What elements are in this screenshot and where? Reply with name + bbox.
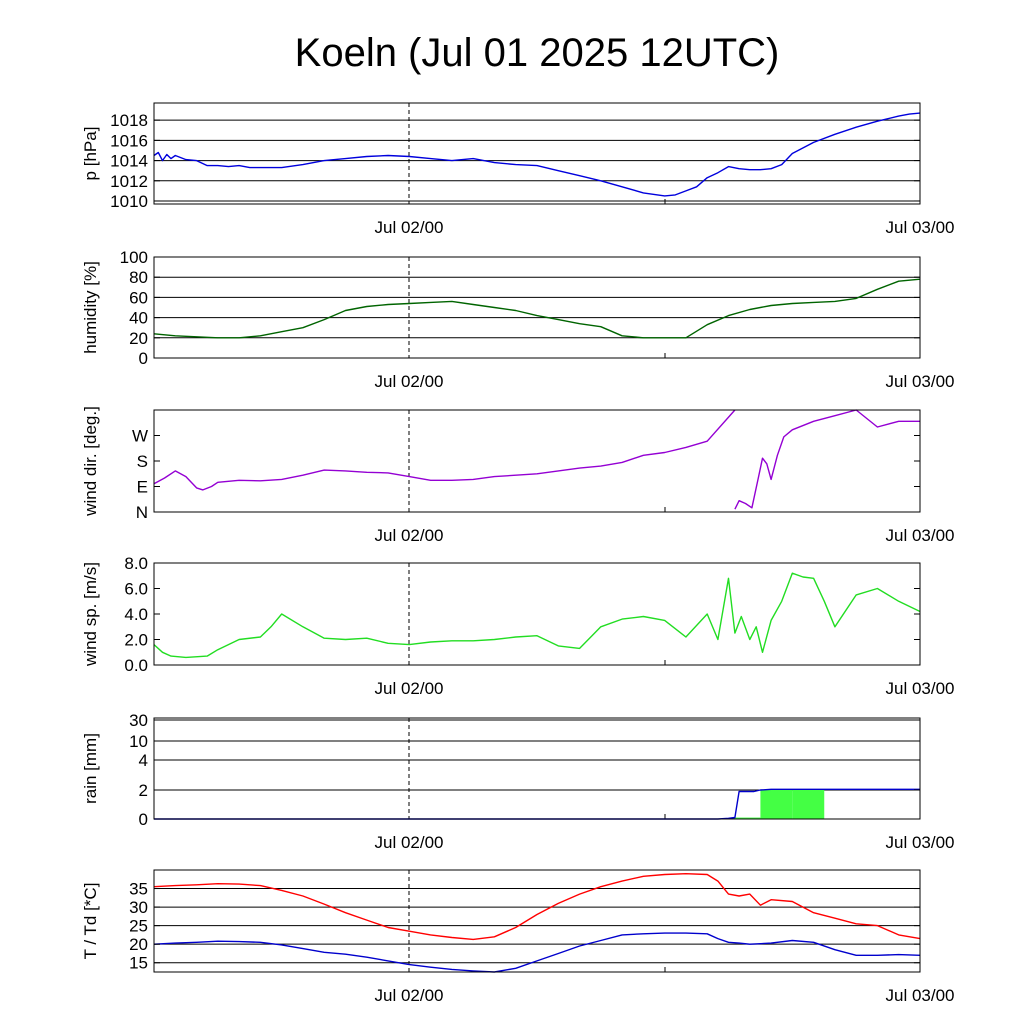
- y-axis-label-0: p [hPa]: [81, 127, 100, 181]
- y-tick-label-4-2: 4: [139, 751, 148, 770]
- y-tick-label-0-2: 1014: [110, 152, 148, 171]
- series-line-3-0: [153, 572, 921, 659]
- y-tick-label-1-5: 100: [120, 248, 148, 267]
- y-tick-label-2-2: S: [137, 452, 148, 471]
- panel-frame-4: [153, 717, 921, 820]
- y-tick-label-4-3: 10: [129, 732, 148, 751]
- y-tick-label-3-0: 0.0: [124, 656, 148, 675]
- y-tick-label-0-3: 1016: [110, 131, 148, 150]
- y-tick-label-5-1: 20: [129, 935, 148, 954]
- series-line-0-0: [153, 112, 921, 197]
- y-tick-label-1-0: 0: [139, 349, 148, 368]
- y-tick-label-2-1: E: [137, 478, 148, 497]
- series-line-2-1: [734, 409, 920, 510]
- x-tick-label-3-0: Jul 02/00: [375, 679, 444, 698]
- y-tick-label-2-3: W: [132, 427, 148, 446]
- x-tick-label-2-0: Jul 02/00: [375, 526, 444, 545]
- y-tick-label-4-4: 30: [129, 711, 148, 730]
- y-tick-label-3-1: 2.0: [124, 631, 148, 650]
- y-tick-label-0-1: 1012: [110, 172, 148, 191]
- rain-bar-2: [792, 790, 825, 819]
- panel-frame-3: [153, 562, 921, 666]
- y-tick-label-3-4: 8.0: [124, 554, 148, 573]
- x-tick-label-2-1: Jul 03/00: [886, 526, 955, 545]
- x-tick-label-3-1: Jul 03/00: [886, 679, 955, 698]
- series-line-5-1: [153, 932, 921, 973]
- y-tick-label-3-3: 6.0: [124, 580, 148, 599]
- y-tick-label-0-4: 1018: [110, 111, 148, 130]
- x-tick-label-4-1: Jul 03/00: [886, 833, 955, 852]
- x-tick-label-1-0: Jul 02/00: [375, 372, 444, 391]
- series-line-2-0: [153, 409, 736, 491]
- y-tick-label-1-3: 60: [129, 288, 148, 307]
- x-tick-label-1-1: Jul 03/00: [886, 372, 955, 391]
- y-tick-label-0-0: 1010: [110, 192, 148, 211]
- y-tick-label-1-2: 40: [129, 309, 148, 328]
- x-tick-label-5-0: Jul 02/00: [375, 986, 444, 1005]
- y-tick-label-2-0: N: [136, 503, 148, 522]
- x-tick-label-4-0: Jul 02/00: [375, 833, 444, 852]
- panel-frame-1: [153, 256, 921, 359]
- y-axis-label-3: wind sp. [m/s]: [81, 562, 100, 667]
- y-tick-label-1-1: 20: [129, 329, 148, 348]
- y-tick-label-5-2: 25: [129, 917, 148, 936]
- y-axis-label-2: wind dir. [deg.]: [81, 406, 100, 517]
- y-tick-label-5-3: 30: [129, 898, 148, 917]
- y-axis-label-1: humidity [%]: [81, 261, 100, 354]
- x-tick-label-5-1: Jul 03/00: [886, 986, 955, 1005]
- y-tick-label-5-4: 35: [129, 880, 148, 899]
- y-tick-label-3-2: 4.0: [124, 605, 148, 624]
- y-axis-label-4: rain [mm]: [81, 733, 100, 804]
- series-line-5-0: [153, 873, 921, 941]
- y-tick-label-4-0: 0: [139, 810, 148, 829]
- series-line-1-0: [153, 278, 921, 339]
- y-tick-label-4-1: 2: [139, 781, 148, 800]
- y-axis-label-5: T / Td [*C]: [81, 883, 100, 960]
- chart-title: Koeln (Jul 01 2025 12UTC): [295, 31, 780, 75]
- y-tick-label-5-0: 15: [129, 954, 148, 973]
- rain-bar-0: [728, 817, 761, 819]
- rain-bar-1: [760, 790, 793, 819]
- x-tick-label-0-0: Jul 02/00: [375, 218, 444, 237]
- y-tick-label-1-4: 80: [129, 268, 148, 287]
- panel-frame-5: [153, 869, 921, 973]
- x-tick-label-0-1: Jul 03/00: [886, 218, 955, 237]
- panel-frame-0: [153, 102, 921, 205]
